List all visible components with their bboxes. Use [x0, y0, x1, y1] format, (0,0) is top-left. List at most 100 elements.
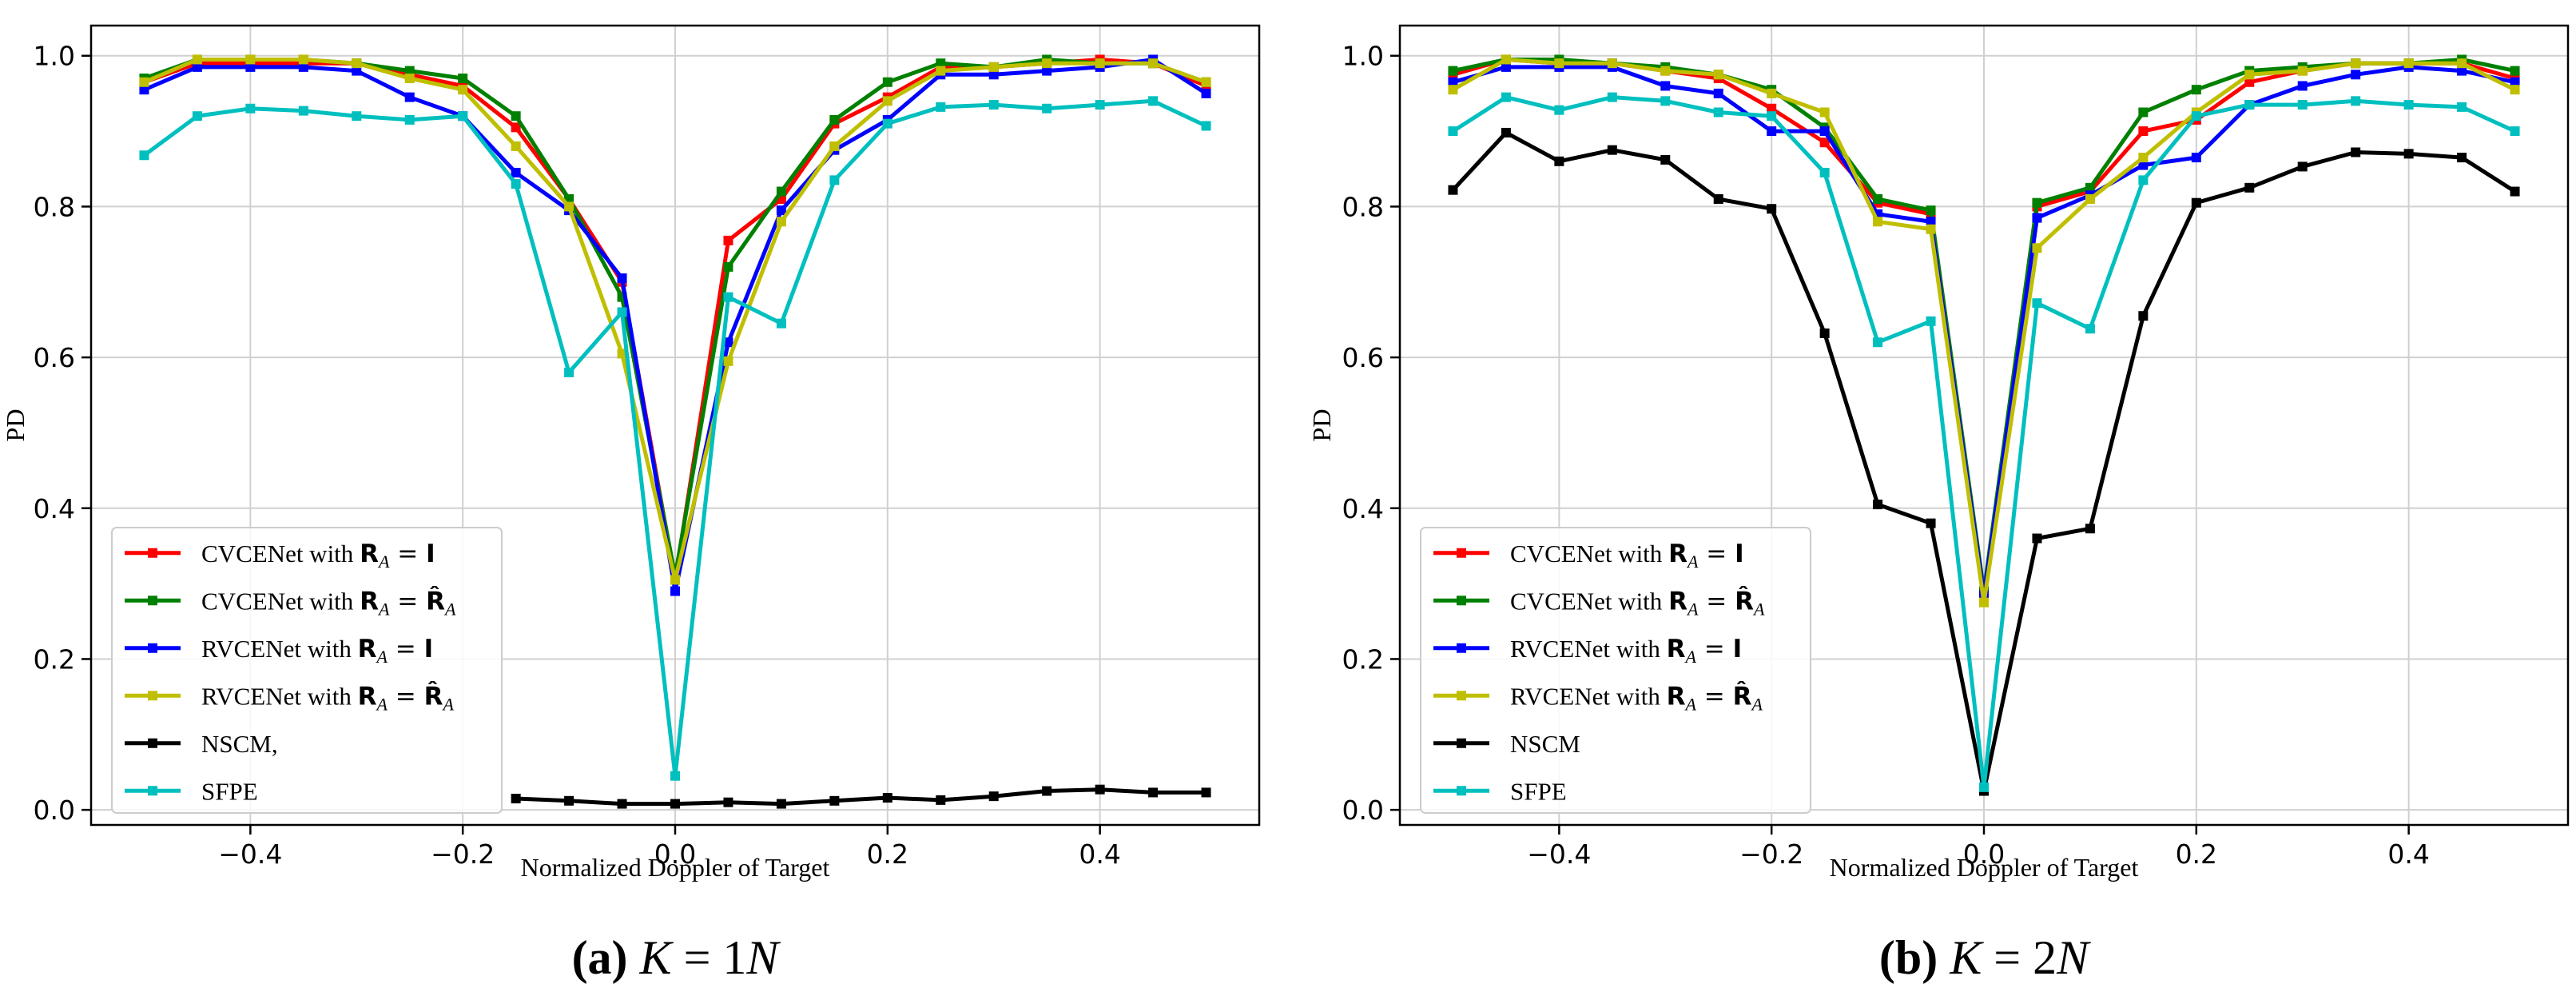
- data-point: [1819, 328, 1830, 338]
- data-point: [2032, 213, 2042, 223]
- legend-label: RVCENet with RA = R̂A: [201, 682, 454, 714]
- x-tick-label: −0.4: [1527, 839, 1591, 870]
- data-point: [723, 797, 733, 807]
- data-point: [1819, 137, 1830, 148]
- data-point: [1873, 337, 1883, 348]
- data-point: [192, 54, 202, 65]
- data-point: [1607, 58, 1617, 69]
- legend-swatch-marker: [1457, 643, 1466, 653]
- data-point: [1501, 62, 1511, 72]
- data-point: [2032, 298, 2042, 309]
- data-point: [829, 114, 840, 125]
- subplot-b: −0.4 −0.2 0.0 0.2 0.4 0.0 0.2 0.4 0.6 0.8 1.0 Norma…: [1307, 24, 2570, 984]
- legend-swatch-marker: [148, 548, 157, 558]
- data-point: [1819, 126, 1830, 137]
- data-point: [2032, 197, 2042, 208]
- data-point: [1042, 66, 1052, 76]
- data-point: [670, 575, 680, 585]
- series-group: [139, 54, 1211, 809]
- data-point: [1767, 88, 1777, 98]
- y-tick-label: 1.0: [1342, 41, 1384, 72]
- data-point: [617, 349, 627, 359]
- data-point: [1095, 784, 1105, 795]
- data-point: [298, 106, 308, 116]
- data-point: [1554, 156, 1564, 166]
- data-point: [352, 58, 362, 69]
- data-point: [829, 141, 840, 151]
- y-tick-label: 0.4: [1342, 493, 1384, 524]
- data-point: [1660, 66, 1671, 76]
- data-point: [670, 799, 680, 809]
- y-tick-label: 0.6: [34, 342, 75, 373]
- data-point: [2457, 58, 2467, 69]
- data-point: [2297, 100, 2308, 110]
- data-point: [1873, 217, 1883, 227]
- data-point: [988, 70, 999, 80]
- data-point: [988, 100, 999, 110]
- data-point: [882, 793, 892, 803]
- data-point: [776, 318, 786, 329]
- data-point: [829, 175, 840, 185]
- legend-label: SFPE: [201, 777, 258, 805]
- y-tick-label: 0.4: [34, 493, 75, 524]
- data-point: [192, 111, 202, 122]
- data-point: [1148, 96, 1159, 106]
- data-point: [1448, 126, 1458, 137]
- data-point: [1201, 88, 1211, 98]
- data-point: [245, 62, 256, 72]
- data-point: [1926, 224, 1936, 234]
- data-point: [2351, 147, 2361, 157]
- legend-label: CVCENet with RA = R̂A: [1510, 587, 1765, 619]
- data-point: [1979, 782, 1989, 792]
- y-tick-label: 0.8: [34, 191, 75, 222]
- data-point: [1607, 92, 1617, 102]
- legend-label: CVCENet with RA = I: [1510, 540, 1744, 572]
- data-point: [1713, 107, 1723, 118]
- data-point: [2403, 58, 2414, 69]
- data-point: [298, 62, 308, 72]
- data-point: [2085, 324, 2095, 334]
- data-point: [1979, 597, 1989, 608]
- legend-swatch-marker: [148, 596, 157, 606]
- data-point: [2510, 126, 2520, 137]
- data-point: [776, 217, 786, 227]
- data-point: [936, 795, 946, 805]
- y-tick-label: 0.8: [1342, 191, 1384, 222]
- data-point: [2138, 153, 2149, 163]
- data-point: [564, 795, 574, 806]
- data-point: [404, 114, 415, 125]
- data-point: [776, 205, 786, 216]
- data-point: [1713, 88, 1723, 98]
- data-point: [352, 66, 362, 76]
- data-point: [298, 54, 308, 65]
- data-point: [245, 54, 256, 65]
- data-point: [2032, 533, 2042, 544]
- data-point: [2510, 85, 2520, 95]
- data-point: [2297, 161, 2308, 172]
- data-point: [1042, 58, 1052, 69]
- data-point: [2403, 100, 2414, 110]
- data-point: [1660, 154, 1671, 165]
- data-point: [511, 793, 521, 803]
- data-point: [1448, 185, 1458, 195]
- data-point: [2085, 524, 2095, 534]
- data-point: [1713, 193, 1723, 204]
- data-point: [2191, 111, 2201, 122]
- legend-swatch-marker: [148, 643, 157, 653]
- x-tick-label: −0.2: [431, 839, 495, 870]
- data-point: [192, 62, 202, 72]
- x-tick-label: −0.4: [218, 839, 282, 870]
- data-point: [1448, 77, 1458, 87]
- data-point: [2138, 311, 2149, 321]
- data-point: [404, 74, 415, 84]
- data-point: [1042, 103, 1052, 114]
- subplot-caption: (a) K = 1N: [572, 931, 781, 984]
- x-tick-label: 0.4: [2387, 839, 2429, 870]
- subplot-caption: (b) K = 2N: [1879, 931, 2091, 984]
- legend-box: [1420, 527, 1811, 814]
- x-axis-label: Normalized Doppler of Target: [521, 853, 830, 882]
- data-point: [936, 66, 946, 76]
- data-point: [1926, 316, 1936, 326]
- legend-label: CVCENet with RA = R̂A: [201, 587, 456, 619]
- data-point: [723, 261, 733, 272]
